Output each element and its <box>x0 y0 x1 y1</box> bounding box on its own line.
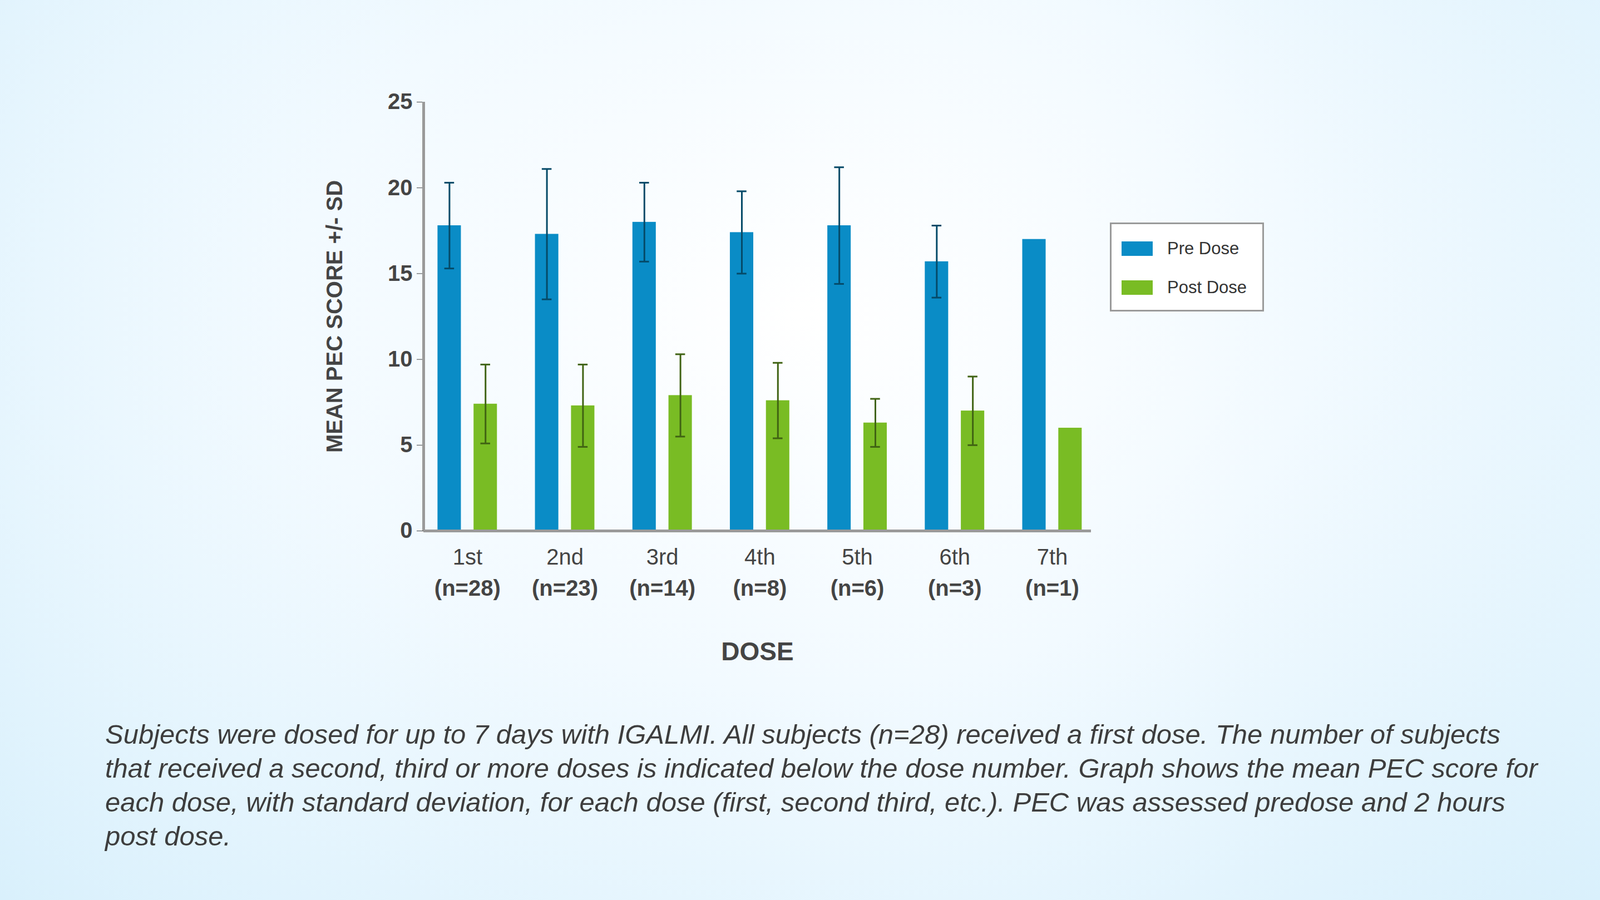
svg-text:1st: 1st <box>452 544 483 570</box>
svg-text:MEAN PEC SCORE +/- SD: MEAN PEC SCORE +/- SD <box>322 180 347 453</box>
html-text:Post Dose: Post Dose <box>1167 277 1247 298</box>
svg-text:(n=3): (n=3) <box>927 575 982 601</box>
html-text:Subjects were dosed for up to: Subjects were dosed for up to 7 days wit… <box>105 719 1538 852</box>
svg-text:(n=14): (n=14) <box>629 575 696 601</box>
svg-text:0: 0 <box>400 517 413 543</box>
svg-text:3rd: 3rd <box>646 544 679 570</box>
svg-text:25: 25 <box>387 89 413 114</box>
svg-text:20: 20 <box>387 175 413 200</box>
svg-text:(n=23): (n=23) <box>531 575 599 601</box>
svg-text:5: 5 <box>400 432 413 457</box>
svg-text:7th: 7th <box>1036 544 1069 570</box>
svg-text:(n=28): (n=28) <box>434 575 501 601</box>
svg-text:(n=8): (n=8) <box>733 575 788 601</box>
svg-text:5th: 5th <box>841 544 873 570</box>
svg-text:10: 10 <box>387 346 413 372</box>
svg-text:6th: 6th <box>939 544 971 570</box>
svg-text:2nd: 2nd <box>546 544 584 570</box>
svg-text:DOSE: DOSE <box>721 636 794 666</box>
svg-text:15: 15 <box>387 260 413 286</box>
svg-text:4th: 4th <box>744 544 776 570</box>
html-text:Pre Dose: Pre Dose <box>1167 238 1240 259</box>
svg-text:(n=6): (n=6) <box>830 575 885 601</box>
svg-text:(n=1): (n=1) <box>1025 575 1080 601</box>
